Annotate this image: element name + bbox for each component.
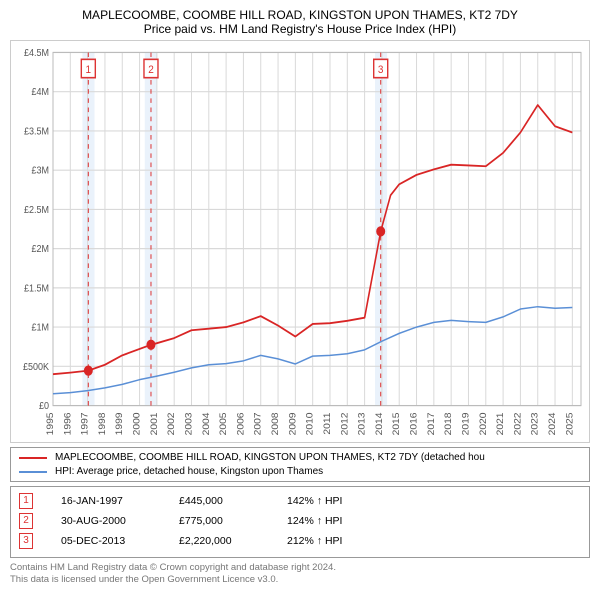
sale-pct: 212% ↑ HPI bbox=[287, 535, 342, 547]
footer-line1: Contains HM Land Registry data © Crown c… bbox=[10, 562, 590, 574]
figure-container: MAPLECOOMBE, COOMBE HILL ROAD, KINGSTON … bbox=[0, 0, 600, 590]
svg-text:£1M: £1M bbox=[31, 322, 49, 334]
svg-text:2010: 2010 bbox=[305, 412, 315, 435]
sale-price: £2,220,000 bbox=[179, 535, 259, 547]
sale-date: 30-AUG-2000 bbox=[61, 515, 151, 527]
svg-text:2020: 2020 bbox=[478, 412, 488, 435]
sale-marker: 2 bbox=[19, 513, 33, 529]
svg-text:2009: 2009 bbox=[288, 412, 298, 435]
line-chart: £0 £500K £1M £1.5M £2M £2.5M £3M £3.5M £4M £4.5M 1… bbox=[11, 41, 589, 442]
svg-text:£1.5M: £1.5M bbox=[24, 283, 49, 295]
svg-text:2021: 2021 bbox=[496, 412, 506, 435]
svg-text:2019: 2019 bbox=[461, 412, 471, 435]
svg-text:2001: 2001 bbox=[149, 412, 159, 435]
chart-title-line1: MAPLECOOMBE, COOMBE HILL ROAD, KINGSTON … bbox=[10, 8, 590, 22]
svg-text:£500K: £500K bbox=[23, 361, 50, 373]
legend-swatch bbox=[19, 471, 47, 473]
svg-text:2018: 2018 bbox=[444, 412, 454, 435]
svg-text:1995: 1995 bbox=[46, 412, 56, 435]
svg-text:2006: 2006 bbox=[236, 412, 246, 435]
sale-row: 2 30-AUG-2000 £775,000 124% ↑ HPI bbox=[19, 511, 581, 531]
svg-text:2016: 2016 bbox=[409, 412, 419, 435]
svg-text:2004: 2004 bbox=[201, 412, 211, 436]
svg-text:£0: £0 bbox=[39, 400, 49, 412]
legend-swatch bbox=[19, 457, 47, 459]
svg-text:2013: 2013 bbox=[357, 412, 367, 435]
svg-text:1996: 1996 bbox=[63, 412, 73, 435]
svg-text:2024: 2024 bbox=[548, 412, 558, 436]
sale-marker: 3 bbox=[19, 533, 33, 549]
svg-text:2023: 2023 bbox=[530, 412, 540, 435]
svg-text:2012: 2012 bbox=[340, 412, 350, 435]
svg-text:£3M: £3M bbox=[31, 165, 49, 177]
sale-pct: 124% ↑ HPI bbox=[287, 515, 342, 527]
chart-title-line2: Price paid vs. HM Land Registry's House … bbox=[10, 22, 590, 36]
sale-price: £775,000 bbox=[179, 515, 259, 527]
svg-text:2: 2 bbox=[148, 64, 154, 77]
sale-price: £445,000 bbox=[179, 495, 259, 507]
legend-item: HPI: Average price, detached house, King… bbox=[19, 466, 581, 477]
svg-text:2003: 2003 bbox=[184, 412, 194, 435]
svg-text:£3.5M: £3.5M bbox=[24, 126, 49, 138]
footer-attribution: Contains HM Land Registry data © Crown c… bbox=[10, 562, 590, 586]
svg-text:3: 3 bbox=[378, 64, 384, 77]
svg-text:1998: 1998 bbox=[97, 412, 107, 435]
svg-text:1997: 1997 bbox=[80, 412, 90, 435]
sale-pct: 142% ↑ HPI bbox=[287, 495, 342, 507]
svg-text:£2M: £2M bbox=[31, 244, 49, 256]
svg-text:2002: 2002 bbox=[167, 412, 177, 435]
sale-row: 3 05-DEC-2013 £2,220,000 212% ↑ HPI bbox=[19, 531, 581, 551]
svg-text:2022: 2022 bbox=[513, 412, 523, 435]
svg-text:2008: 2008 bbox=[271, 412, 281, 435]
svg-text:2011: 2011 bbox=[323, 412, 333, 434]
svg-text:1999: 1999 bbox=[115, 412, 125, 435]
footer-line2: This data is licensed under the Open Gov… bbox=[10, 574, 590, 586]
legend-item: MAPLECOOMBE, COOMBE HILL ROAD, KINGSTON … bbox=[19, 452, 581, 463]
legend-label: HPI: Average price, detached house, King… bbox=[55, 466, 323, 477]
sale-date: 16-JAN-1997 bbox=[61, 495, 151, 507]
sale-date: 05-DEC-2013 bbox=[61, 535, 151, 547]
svg-text:£4M: £4M bbox=[31, 87, 49, 99]
svg-text:2015: 2015 bbox=[392, 412, 402, 435]
svg-text:2007: 2007 bbox=[253, 412, 263, 435]
svg-text:2000: 2000 bbox=[132, 412, 142, 435]
sale-marker: 1 bbox=[19, 493, 33, 509]
legend: MAPLECOOMBE, COOMBE HILL ROAD, KINGSTON … bbox=[10, 447, 590, 482]
legend-label: MAPLECOOMBE, COOMBE HILL ROAD, KINGSTON … bbox=[55, 452, 485, 463]
svg-text:2005: 2005 bbox=[219, 412, 229, 435]
svg-text:2017: 2017 bbox=[426, 412, 436, 435]
svg-text:£2.5M: £2.5M bbox=[24, 204, 49, 216]
sale-row: 1 16-JAN-1997 £445,000 142% ↑ HPI bbox=[19, 491, 581, 511]
chart-area: £0 £500K £1M £1.5M £2M £2.5M £3M £3.5M £4M £4.5M 1… bbox=[10, 40, 590, 443]
sales-table: 1 16-JAN-1997 £445,000 142% ↑ HPI 2 30-AUG-20… bbox=[10, 486, 590, 558]
svg-text:1: 1 bbox=[86, 64, 92, 77]
svg-text:2014: 2014 bbox=[374, 412, 384, 436]
svg-text:2025: 2025 bbox=[565, 412, 575, 435]
svg-text:£4.5M: £4.5M bbox=[24, 47, 49, 59]
